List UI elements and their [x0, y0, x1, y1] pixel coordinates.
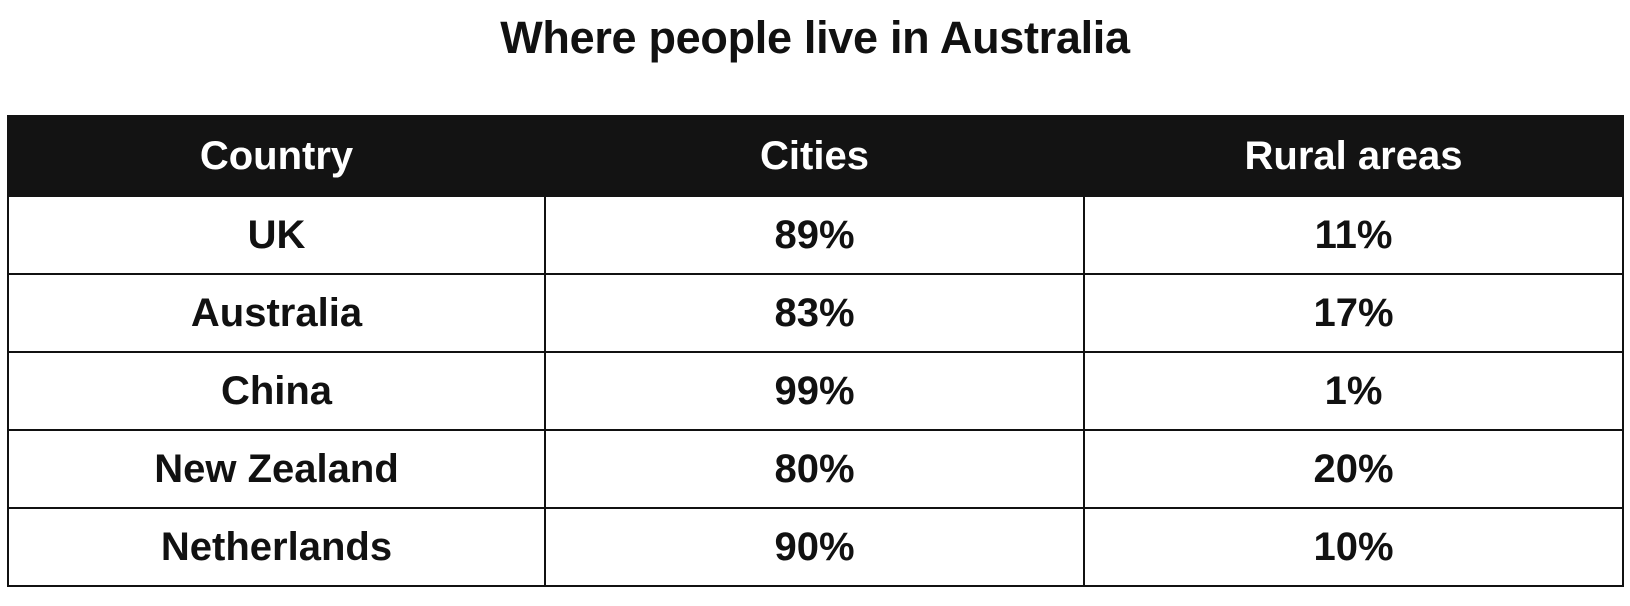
cities-cell: 90%	[545, 508, 1084, 586]
table-row: New Zealand 80% 20%	[8, 430, 1623, 508]
table-row: Australia 83% 17%	[8, 274, 1623, 352]
country-cell: Australia	[8, 274, 545, 352]
country-cell: UK	[8, 196, 545, 274]
data-table: Country Cities Rural areas UK 89% 11% Au…	[7, 115, 1624, 587]
cities-cell: 80%	[545, 430, 1084, 508]
cities-cell: 83%	[545, 274, 1084, 352]
cities-cell: 89%	[545, 196, 1084, 274]
cities-cell: 99%	[545, 352, 1084, 430]
column-header-country: Country	[8, 116, 545, 196]
header-row: Country Cities Rural areas	[8, 116, 1623, 196]
table-title: Where people live in Australia	[0, 10, 1630, 66]
column-header-cities: Cities	[545, 116, 1084, 196]
rural-areas-cell: 20%	[1084, 430, 1623, 508]
country-cell: China	[8, 352, 545, 430]
country-cell: Netherlands	[8, 508, 545, 586]
rural-areas-cell: 17%	[1084, 274, 1623, 352]
country-cell: New Zealand	[8, 430, 545, 508]
rural-areas-cell: 1%	[1084, 352, 1623, 430]
table-row: UK 89% 11%	[8, 196, 1623, 274]
rural-areas-cell: 10%	[1084, 508, 1623, 586]
column-header-rural-areas: Rural areas	[1084, 116, 1623, 196]
table-row: China 99% 1%	[8, 352, 1623, 430]
rural-areas-cell: 11%	[1084, 196, 1623, 274]
table-row: Netherlands 90% 10%	[8, 508, 1623, 586]
